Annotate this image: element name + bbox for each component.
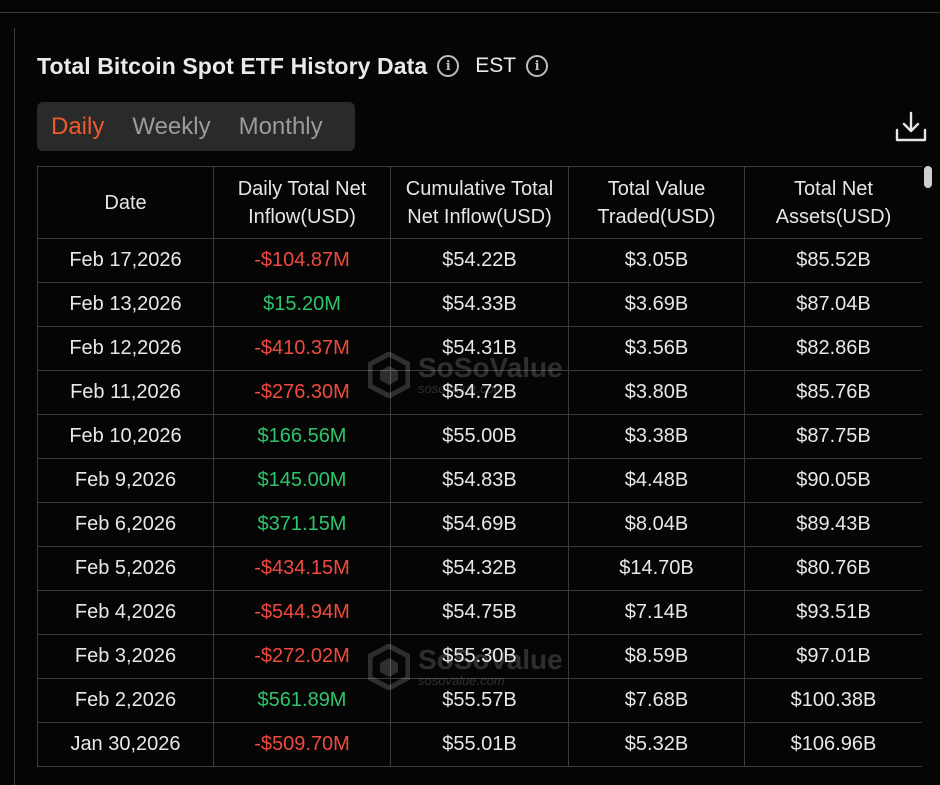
cell-cumulative-net-inflow: $54.69B (390, 502, 569, 547)
page-title: Total Bitcoin Spot ETF History Data (37, 52, 428, 79)
cell-total-value-traded: $3.56B (568, 326, 745, 371)
period-tabs: Daily Weekly Monthly (37, 102, 355, 151)
table-scrollbar[interactable] (924, 166, 932, 188)
table-row: Feb 12,2026 -$410.37M $54.31B $3.56B $82.86B (37, 326, 922, 371)
cell-total-value-traded: $7.14B (568, 590, 745, 635)
col-header-total-value-traded[interactable]: Total Value Traded(USD) (568, 166, 745, 239)
cell-daily-net-inflow: $145.00M (213, 458, 391, 503)
download-icon[interactable] (894, 110, 928, 144)
cell-total-value-traded: $3.69B (568, 282, 745, 327)
cell-cumulative-net-inflow: $54.31B (390, 326, 569, 371)
cell-total-value-traded: $8.59B (568, 634, 745, 679)
cell-daily-net-inflow: -$272.02M (213, 634, 391, 679)
cell-daily-net-inflow: -$509.70M (213, 722, 391, 767)
cell-total-value-traded: $5.32B (568, 722, 745, 767)
col-header-total-net-assets[interactable]: Total Net Assets(USD) (744, 166, 922, 239)
cell-cumulative-net-inflow: $54.32B (390, 546, 569, 591)
cell-total-net-assets: $85.52B (744, 238, 922, 283)
table-row: Feb 11,2026 -$276.30M $54.72B $3.80B $85.76B (37, 370, 922, 415)
cell-total-net-assets: $87.75B (744, 414, 922, 459)
cell-date: Feb 12,2026 (37, 326, 214, 371)
cell-cumulative-net-inflow: $54.75B (390, 590, 569, 635)
cell-daily-net-inflow: $15.20M (213, 282, 391, 327)
cell-total-value-traded: $4.48B (568, 458, 745, 503)
top-divider (0, 12, 940, 13)
cell-cumulative-net-inflow: $54.83B (390, 458, 569, 503)
history-table: Date Daily Total Net Inflow(USD) Cumulat… (37, 166, 922, 767)
cell-cumulative-net-inflow: $54.22B (390, 238, 569, 283)
cell-total-net-assets: $97.01B (744, 634, 922, 679)
table-row: Feb 9,2026 $145.00M $54.83B $4.48B $90.05B (37, 458, 922, 503)
col-header-cumulative-net-inflow[interactable]: Cumulative Total Net Inflow(USD) (390, 166, 569, 239)
cell-date: Feb 9,2026 (37, 458, 214, 503)
cell-daily-net-inflow: $371.15M (213, 502, 391, 547)
cell-total-value-traded: $3.05B (568, 238, 745, 283)
cell-total-value-traded: $3.38B (568, 414, 745, 459)
history-table-container[interactable]: Date Daily Total Net Inflow(USD) Cumulat… (37, 166, 922, 785)
cell-daily-net-inflow: -$104.87M (213, 238, 391, 283)
cell-daily-net-inflow: -$410.37M (213, 326, 391, 371)
cell-total-net-assets: $82.86B (744, 326, 922, 371)
cell-date: Feb 5,2026 (37, 546, 214, 591)
cell-daily-net-inflow: -$434.15M (213, 546, 391, 591)
title-row: Total Bitcoin Spot ETF History Data i ES… (37, 50, 549, 82)
cell-total-net-assets: $93.51B (744, 590, 922, 635)
cell-total-value-traded: $7.68B (568, 678, 745, 723)
cell-date: Feb 6,2026 (37, 502, 214, 547)
cell-daily-net-inflow: $561.89M (213, 678, 391, 723)
cell-daily-net-inflow: -$276.30M (213, 370, 391, 415)
cell-total-net-assets: $80.76B (744, 546, 922, 591)
cell-total-value-traded: $14.70B (568, 546, 745, 591)
cell-date: Feb 2,2026 (37, 678, 214, 723)
cell-total-value-traded: $3.80B (568, 370, 745, 415)
cell-total-net-assets: $87.04B (744, 282, 922, 327)
cell-date: Feb 10,2026 (37, 414, 214, 459)
col-header-date[interactable]: Date (37, 166, 214, 239)
cell-date: Jan 30,2026 (37, 722, 214, 767)
cell-cumulative-net-inflow: $54.72B (390, 370, 569, 415)
cell-cumulative-net-inflow: $55.01B (390, 722, 569, 767)
table-row: Feb 2,2026 $561.89M $55.57B $7.68B $100.38B (37, 678, 922, 723)
cell-total-value-traded: $8.04B (568, 502, 745, 547)
cell-date: Feb 13,2026 (37, 282, 214, 327)
cell-total-net-assets: $89.43B (744, 502, 922, 547)
col-header-daily-net-inflow[interactable]: Daily Total Net Inflow(USD) (213, 166, 391, 239)
tab-weekly[interactable]: Weekly (132, 112, 211, 140)
table-row: Feb 17,2026 -$104.87M $54.22B $3.05B $85.52B (37, 238, 922, 283)
table-row: Feb 6,2026 $371.15M $54.69B $8.04B $89.43B (37, 502, 922, 547)
left-divider (14, 28, 15, 785)
table-row: Feb 5,2026 -$434.15M $54.32B $14.70B $80.76B (37, 546, 922, 591)
cell-total-net-assets: $106.96B (744, 722, 922, 767)
cell-cumulative-net-inflow: $55.30B (390, 634, 569, 679)
table-row: Feb 13,2026 $15.20M $54.33B $3.69B $87.04B (37, 282, 922, 327)
table-row: Feb 3,2026 -$272.02M $55.30B $8.59B $97.01B (37, 634, 922, 679)
table-body: Feb 17,2026 -$104.87M $54.22B $3.05B $85.52B… (37, 238, 922, 767)
info-icon[interactable]: i (437, 55, 460, 77)
table-header-row: Date Daily Total Net Inflow(USD) Cumulat… (37, 166, 922, 239)
table-row: Feb 4,2026 -$544.94M $54.75B $7.14B $93.51B (37, 590, 922, 635)
cell-cumulative-net-inflow: $54.33B (390, 282, 569, 327)
cell-date: Feb 4,2026 (37, 590, 214, 635)
cell-cumulative-net-inflow: $55.57B (390, 678, 569, 723)
table-row: Feb 10,2026 $166.56M $55.00B $3.38B $87.75B (37, 414, 922, 459)
timezone-label: EST (475, 54, 517, 77)
cell-total-net-assets: $100.38B (744, 678, 922, 723)
cell-date: Feb 3,2026 (37, 634, 214, 679)
timezone-info-icon[interactable]: i (526, 55, 549, 77)
cell-total-net-assets: $85.76B (744, 370, 922, 415)
table-row: Jan 30,2026 -$509.70M $55.01B $5.32B $106.96… (37, 722, 922, 767)
cell-cumulative-net-inflow: $55.00B (390, 414, 569, 459)
cell-total-net-assets: $90.05B (744, 458, 922, 503)
cell-daily-net-inflow: $166.56M (213, 414, 391, 459)
cell-daily-net-inflow: -$544.94M (213, 590, 391, 635)
cell-date: Feb 11,2026 (37, 370, 214, 415)
cell-date: Feb 17,2026 (37, 238, 214, 283)
tab-monthly[interactable]: Monthly (238, 112, 323, 140)
tab-daily[interactable]: Daily (51, 112, 105, 140)
